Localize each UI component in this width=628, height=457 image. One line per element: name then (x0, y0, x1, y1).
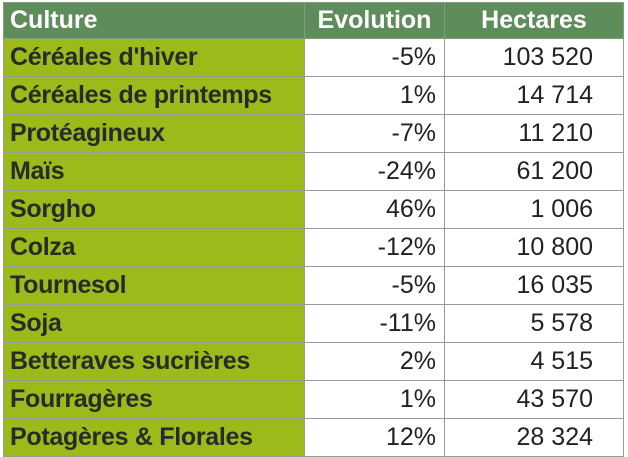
culture-cell: Betteraves sucrières (3, 342, 305, 381)
hectares-cell: 11 210 (444, 114, 624, 153)
table-row: Tournesol -5% 16 035 (3, 266, 624, 305)
culture-cell: Maïs (3, 152, 305, 191)
evolution-cell: 2% (304, 342, 445, 381)
table-row: Betteraves sucrières 2% 4 515 (3, 342, 624, 381)
culture-cell: Sorgho (3, 190, 305, 229)
header-hectares: Hectares (444, 2, 624, 39)
culture-cell: Céréales de printemps (3, 76, 305, 115)
table-row: Sorgho 46% 1 006 (3, 190, 624, 229)
hectares-cell: 1 006 (444, 190, 624, 229)
crop-table-container: Culture Evolution Hectares Céréales d'hi… (3, 2, 624, 457)
evolution-cell: 1% (304, 380, 445, 419)
hectares-cell: 16 035 (444, 266, 624, 305)
evolution-cell: -5% (304, 38, 445, 77)
table-row: Soja -11% 5 578 (3, 304, 624, 343)
evolution-cell: -7% (304, 114, 445, 153)
hectares-cell: 4 515 (444, 342, 624, 381)
culture-cell: Tournesol (3, 266, 305, 305)
header-culture: Culture (3, 2, 305, 39)
hectares-cell: 5 578 (444, 304, 624, 343)
hectares-cell: 14 714 (444, 76, 624, 115)
culture-cell: Protéagineux (3, 114, 305, 153)
culture-cell: Céréales d'hiver (3, 38, 305, 77)
table-row: Maïs -24% 61 200 (3, 152, 624, 191)
hectares-cell: 10 800 (444, 228, 624, 267)
table-row: Protéagineux -7% 11 210 (3, 114, 624, 153)
hectares-cell: 28 324 (444, 418, 624, 457)
table-row: Fourragères 1% 43 570 (3, 380, 624, 419)
evolution-cell: 46% (304, 190, 445, 229)
table-row: Colza -12% 10 800 (3, 228, 624, 267)
evolution-cell: -24% (304, 152, 445, 191)
culture-cell: Soja (3, 304, 305, 343)
header-evolution: Evolution (304, 2, 445, 39)
hectares-cell: 103 520 (444, 38, 624, 77)
hectares-cell: 61 200 (444, 152, 624, 191)
table-row: Potagères & Florales 12% 28 324 (3, 418, 624, 457)
culture-cell: Colza (3, 228, 305, 267)
evolution-cell: -5% (304, 266, 445, 305)
culture-cell: Fourragères (3, 380, 305, 419)
evolution-cell: -11% (304, 304, 445, 343)
culture-cell: Potagères & Florales (3, 418, 305, 457)
header-row: Culture Evolution Hectares (3, 2, 624, 39)
evolution-cell: -12% (304, 228, 445, 267)
table-row: Céréales d'hiver -5% 103 520 (3, 38, 624, 77)
evolution-cell: 1% (304, 76, 445, 115)
evolution-cell: 12% (304, 418, 445, 457)
table-row: Céréales de printemps 1% 14 714 (3, 76, 624, 115)
crop-table: Culture Evolution Hectares Céréales d'hi… (3, 2, 624, 457)
hectares-cell: 43 570 (444, 380, 624, 419)
